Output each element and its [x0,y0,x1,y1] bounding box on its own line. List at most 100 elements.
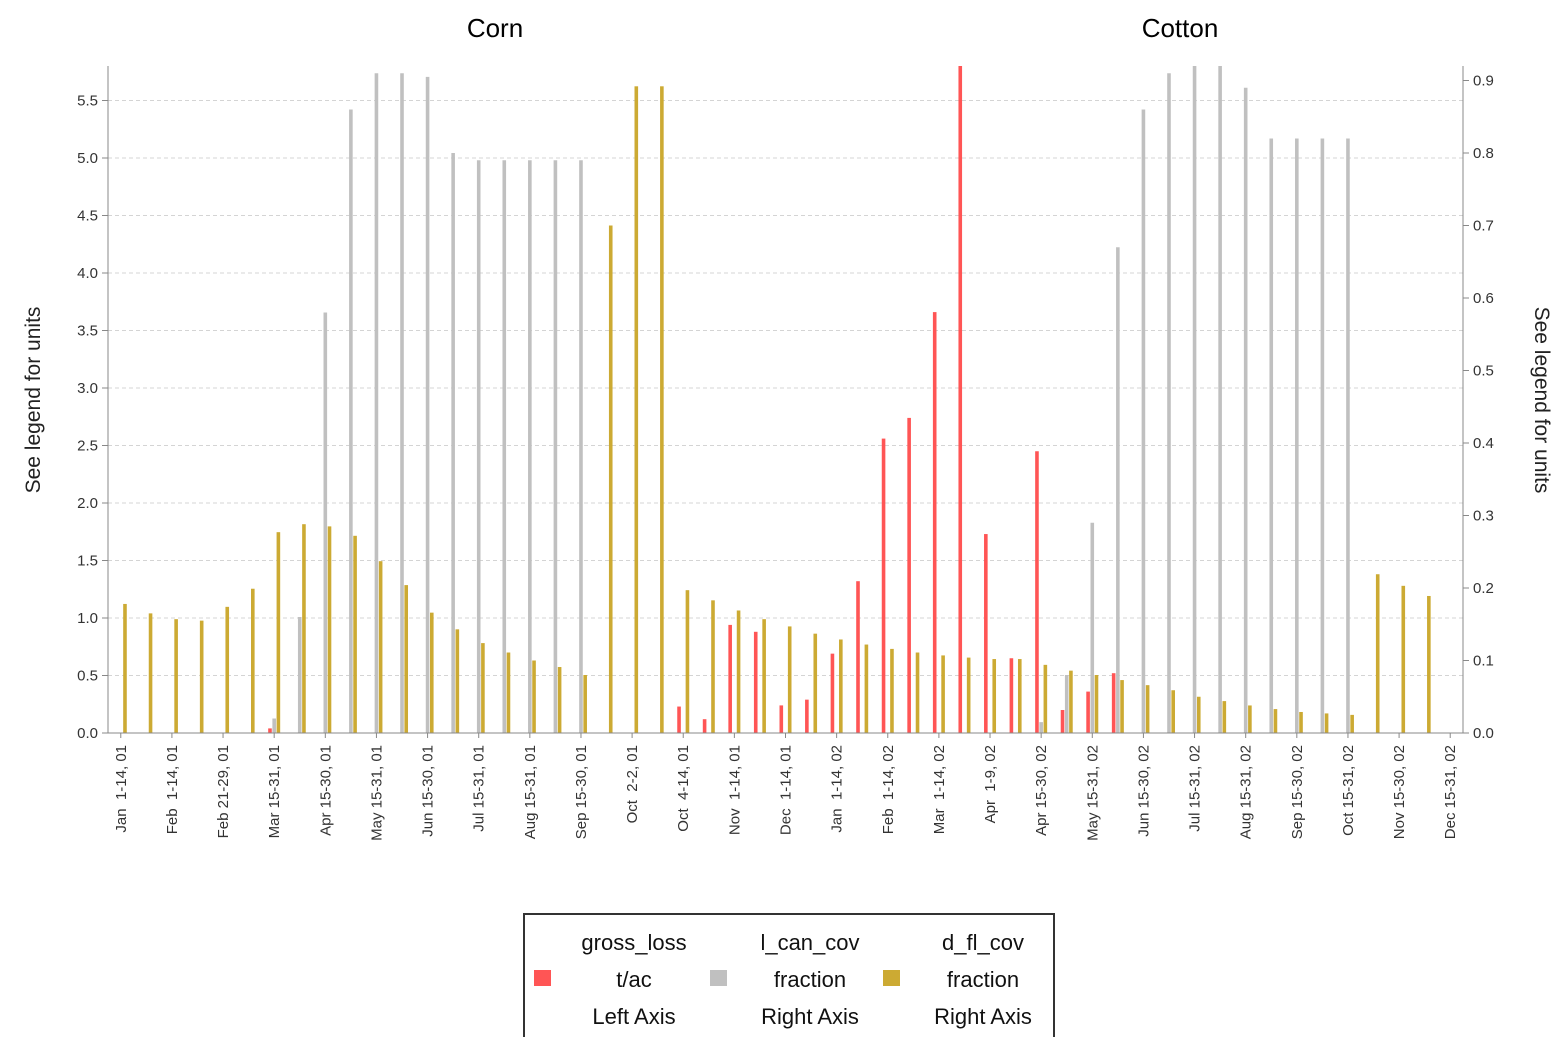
bar-d-fl-cov [839,639,843,733]
bar-gross-loss [881,438,886,733]
bar-gross-loss [932,312,937,733]
x-tick-label: Oct 15-31, 02 [1340,745,1357,836]
bar-d-fl-cov [1017,659,1022,733]
bar-l-can-cov [1141,109,1146,733]
bar-d-fl-cov [1299,711,1303,733]
bar-d-fl-cov [634,86,639,734]
bar-d-fl-cov [557,667,562,733]
bar-d-fl-cov [199,620,204,734]
legend-unit: fraction [774,967,846,992]
bars-layer [123,66,1431,734]
left-tick-label: 0.0 [77,725,98,742]
chart-titles: Corn Cotton [467,13,1218,43]
x-tick-label: Apr 15-30, 01 [317,745,334,836]
x-tick-label: Jul 15-31, 02 [1187,745,1204,832]
bar-d-fl-cov [251,588,255,733]
bar-gross-loss [1060,710,1065,733]
right-tick-label: 0.6 [1473,290,1494,307]
legend: gross_loss t/ac Left Axis l_can_cov fraction… [523,913,1055,1037]
bar-d-fl-cov [148,613,153,734]
bar-l-can-cov [1192,66,1197,733]
bar-l-can-cov [1116,247,1120,733]
x-tick-label: Mar 1-14, 02 [931,745,948,834]
bar-l-can-cov [553,160,558,733]
bar-l-can-cov [1320,138,1325,733]
bar-gross-loss [830,653,835,733]
x-tick-label: Jul 15-31, 01 [471,745,488,832]
right-tick-label: 0.9 [1473,73,1494,90]
left-tick-label: 2.0 [77,495,98,512]
x-tick-label: May 15-31, 02 [1084,745,1101,841]
bar-d-fl-cov [966,657,971,733]
bar-d-fl-cov [1145,685,1150,733]
x-tick-label: Mar 15-31, 01 [266,745,283,838]
x-tick-label: Aug 15-31, 01 [522,745,539,839]
bar-d-fl-cov [890,648,894,733]
x-tick-label: Dec 15-31, 02 [1442,745,1459,839]
right-tick-label: 0.8 [1473,145,1494,162]
legend-axis: Left Axis [592,1004,675,1029]
bar-d-fl-cov [1350,714,1354,734]
x-tick-label: Nov 15-30, 02 [1391,745,1408,839]
bar-d-fl-cov [481,643,485,733]
legend-series-name: l_can_cov [760,930,859,955]
bar-d-fl-cov [276,532,281,733]
bar-gross-loss [1111,673,1116,733]
x-tick-label: Aug 15-31, 02 [1238,745,1255,839]
bar-d-fl-cov [762,619,766,733]
bar-l-can-cov [400,73,404,733]
bar-d-fl-cov [1120,680,1124,733]
bar-d-fl-cov [1069,670,1073,733]
x-tick-label: Sep 15-30, 01 [573,745,590,839]
bar-d-fl-cov [225,606,230,733]
bar-l-can-cov [323,312,328,733]
bar-l-can-cov [1243,87,1248,733]
bar-d-fl-cov [608,225,613,733]
bar-d-fl-cov [429,612,434,733]
bar-d-fl-cov [1401,585,1406,733]
gridlines [108,100,1463,676]
bar-gross-loss [779,705,784,733]
bar-l-can-cov [1064,675,1069,733]
legend-swatch [710,970,727,986]
bar-d-fl-cov [941,655,945,733]
legend-axis: Right Axis [934,1004,1032,1029]
x-tick-label: Jun 15-30, 02 [1135,745,1152,837]
bar-gross-loss [1035,451,1039,733]
bar-d-fl-cov [1324,713,1329,733]
bar-gross-loss [677,706,681,733]
right-tick-label: 0.3 [1473,508,1494,525]
bar-l-can-cov [425,76,430,734]
left-tick-label: 0.5 [77,668,98,685]
bar-d-fl-cov [1273,709,1278,733]
bar-l-can-cov [528,160,532,733]
bar-gross-loss [728,624,732,733]
bar-gross-loss [1009,658,1014,733]
x-tick-label: Nov 1-14, 01 [726,745,743,835]
bar-l-can-cov [451,153,455,733]
bar-d-fl-cov [992,659,997,733]
legend-unit: fraction [947,967,1019,992]
bar-gross-loss [984,534,988,733]
bar-l-can-cov [272,718,276,733]
x-tick-label: Feb 1-14, 02 [880,745,897,834]
legend-box [523,913,1055,1037]
left-tick-label: 2.5 [77,438,98,455]
bar-gross-loss [702,719,707,733]
bar-d-fl-cov [1427,595,1431,733]
x-tick-label: Jun 15-30, 01 [420,745,437,837]
bar-l-can-cov [1167,73,1171,733]
bar-d-fl-cov [1248,705,1252,733]
bar-l-can-cov [476,160,481,733]
bar-l-can-cov [1295,138,1299,733]
bar-gross-loss [856,581,860,733]
bar-l-can-cov [1090,522,1095,733]
bar-l-can-cov [1269,138,1274,733]
bar-d-fl-cov [455,629,460,733]
x-tick-label: Sep 15-30, 02 [1289,745,1306,839]
bar-d-fl-cov [1375,574,1380,733]
bar-gross-loss [1086,691,1090,733]
left-tick-label: 4.0 [77,265,98,282]
bar-d-fl-cov [123,603,127,733]
